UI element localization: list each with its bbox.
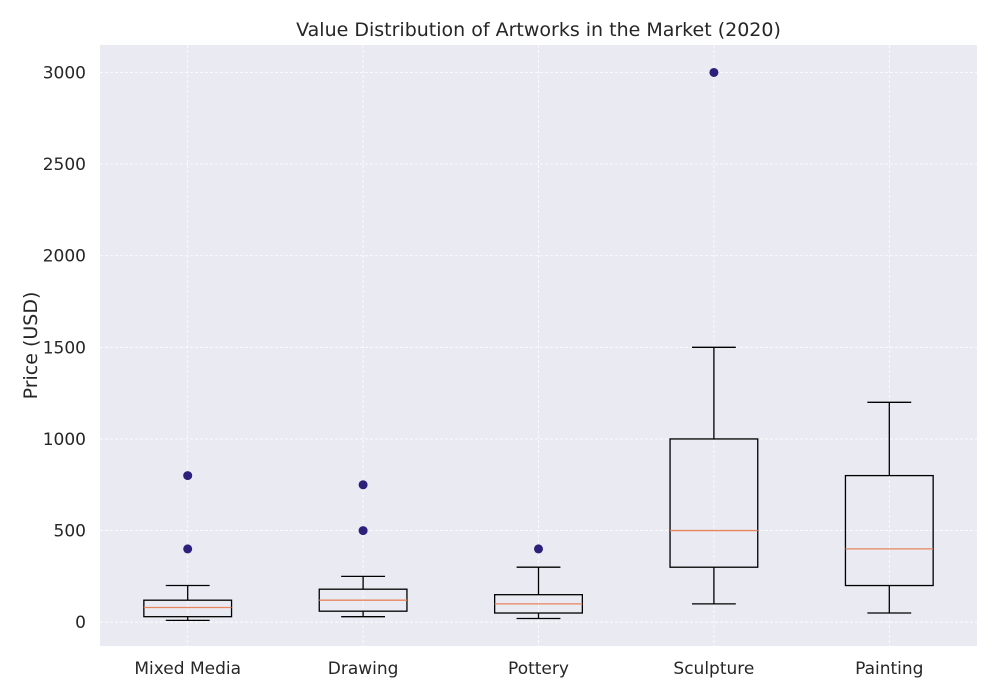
y-tick-label: 0 [75,613,86,633]
outlier-point [534,544,543,554]
grid-lines [100,45,977,646]
y-tick-label: 2500 [43,155,86,175]
outlier-point [183,471,193,481]
x-tick-label: Pottery [508,659,569,679]
y-tick-label: 3000 [43,63,86,83]
outlier-point [358,480,368,490]
box-group [844,401,934,614]
box-iqr [143,599,233,618]
y-tick-label: 1000 [43,430,86,450]
x-tick-label: Drawing [328,659,399,679]
box-group [493,544,583,620]
box-iqr [669,438,759,568]
y-axis-label: Price (USD) [20,292,42,400]
box-group [318,480,408,618]
y-tick-label: 2000 [43,247,86,267]
x-tick-label: Mixed Media [134,659,241,679]
y-axis-ticks: 0 500 1000 1500 2000 2500 3000 [43,63,86,633]
x-tick-label: Sculpture [673,659,754,679]
y-tick-label: 500 [54,522,86,542]
boxes [143,67,934,621]
chart-title: Value Distribution of Artworks in the Ma… [296,19,781,41]
box-group [669,67,759,605]
x-tick-label: Painting [855,659,923,679]
outlier-point [358,526,368,536]
outlier-point [183,544,193,554]
x-axis-ticks: Mixed Media Drawing Pottery Sculpture Painti… [134,659,923,679]
y-tick-label: 1500 [43,338,86,358]
box-iqr [844,474,934,587]
outlier-point [709,67,719,77]
box-group [143,471,233,621]
